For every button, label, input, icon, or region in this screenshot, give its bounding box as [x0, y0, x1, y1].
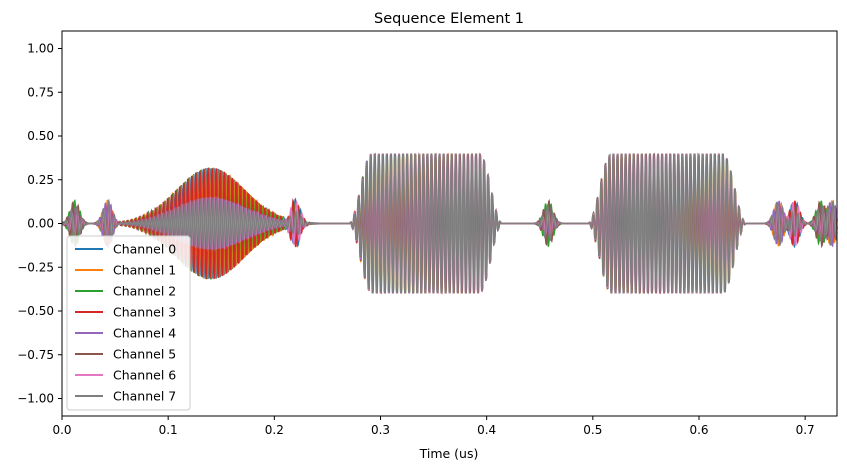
x-tick-label: 0.3 — [371, 423, 390, 437]
y-tick-label: 1.00 — [27, 42, 54, 56]
series-layer — [61, 152, 838, 295]
y-tick-label: −0.75 — [17, 348, 54, 362]
y-tick-label: −0.25 — [17, 260, 54, 274]
chart-title: Sequence Element 1 — [374, 11, 524, 27]
x-tick-label: 0.2 — [265, 423, 284, 437]
x-tick-label: 0.5 — [583, 423, 602, 437]
x-tick-label: 0.6 — [689, 423, 708, 437]
legend-label: Channel 5 — [113, 347, 176, 362]
y-tick-label: 0.75 — [27, 85, 54, 99]
legend-label: Channel 6 — [113, 368, 176, 383]
x-axis-label: Time (us) — [419, 446, 479, 461]
legend-label: Channel 7 — [113, 389, 176, 404]
legend-box — [66, 235, 191, 411]
y-tick-label: 0.25 — [27, 173, 54, 187]
y-tick-label: 0.00 — [27, 217, 54, 231]
series-line-channel-7 — [61, 152, 838, 295]
x-tick-label: 0.1 — [159, 423, 178, 437]
legend-label: Channel 4 — [113, 326, 176, 341]
x-tick-label: 0.4 — [477, 423, 496, 437]
legend-label: Channel 3 — [113, 305, 176, 320]
y-tick-label: −1.00 — [17, 392, 54, 406]
ticks-layer: 0.0 0.1 0.2 0.3 0.4 0.5 0.6 0.7 −1.00 −0.75 −0.50 −… — [17, 42, 814, 438]
legend-label: Channel 0 — [113, 242, 176, 257]
legend: Channel 0 Channel 1 Channel 2 Channel 3 Chan… — [66, 235, 191, 411]
legend-label: Channel 1 — [113, 263, 176, 278]
x-tick-label: 0.0 — [52, 423, 71, 437]
y-tick-label: −0.50 — [17, 304, 54, 318]
x-tick-label: 0.7 — [796, 423, 815, 437]
y-tick-label: 0.50 — [27, 129, 54, 143]
legend-label: Channel 2 — [113, 284, 176, 299]
